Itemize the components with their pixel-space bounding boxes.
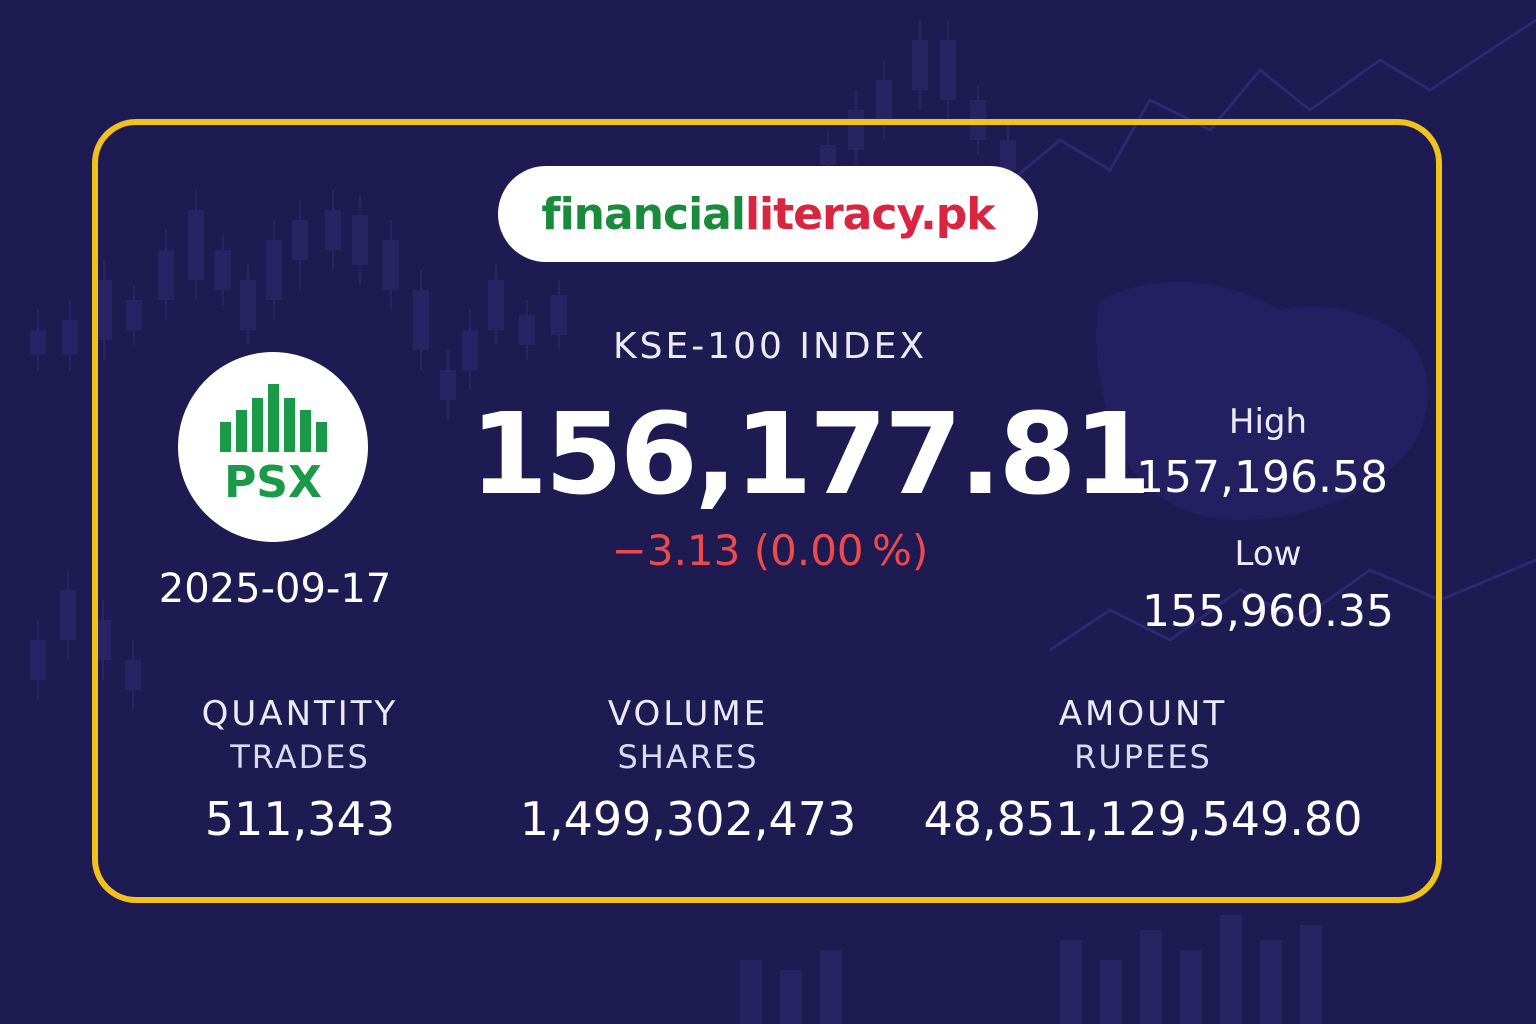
volume-title: VOLUME (607, 694, 769, 734)
index-change-percent: (0.00 %) (753, 526, 929, 575)
quantity-subtitle: TRADES (230, 738, 370, 776)
low-label: Low (1234, 534, 1302, 574)
high-value: 157,196.58 (1136, 452, 1388, 503)
trading-date: 2025-09-17 (158, 566, 392, 612)
amount-title: AMOUNT (1058, 694, 1228, 734)
psx-bars-icon: PSX (220, 384, 327, 508)
volume-value: 1,499,302,473 (519, 792, 857, 846)
brand-name-part2: literacy.pk (744, 188, 996, 240)
volume-subtitle: SHARES (617, 738, 759, 776)
brand-name-part1: financial (541, 188, 746, 240)
brand-pill[interactable]: financial literacy.pk (498, 166, 1038, 262)
index-value: 156,177.81 (470, 390, 1152, 520)
quantity-title: QUANTITY (201, 694, 399, 734)
high-label: High (1228, 402, 1308, 442)
amount-subtitle: RUPEES (1074, 738, 1212, 776)
index-name: KSE-100 INDEX (612, 326, 928, 367)
index-change: −3.13 (0.00 %) (520, 526, 1020, 575)
psx-logo-text: PSX (224, 457, 322, 508)
amount-value: 48,851,129,549.80 (923, 792, 1363, 846)
quantity-value: 511,343 (204, 792, 396, 846)
info-card-frame (92, 119, 1442, 903)
low-value: 155,960.35 (1142, 586, 1394, 637)
index-change-points: −3.13 (611, 526, 741, 575)
psx-logo: PSX (178, 352, 368, 542)
